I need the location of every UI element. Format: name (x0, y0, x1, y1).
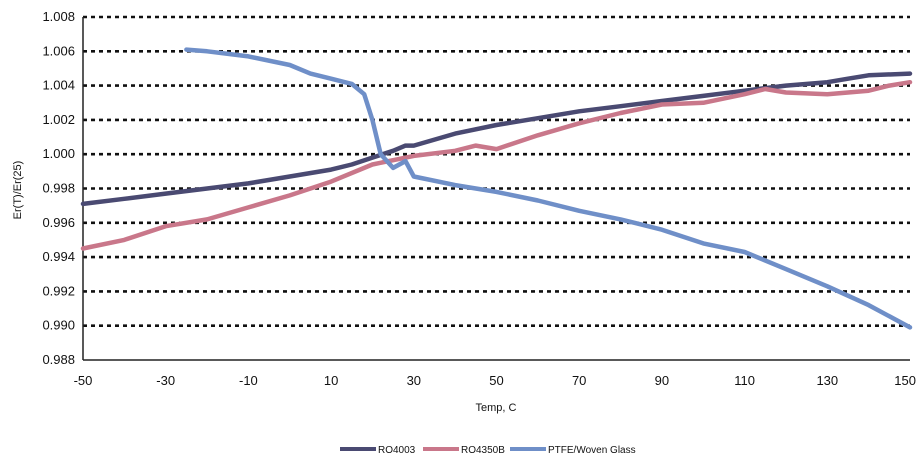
y-tick-label: 1.000 (42, 146, 75, 161)
y-tick-label: 1.002 (42, 112, 75, 127)
legend: RO4003 RO4350B PTFE/Woven Glass (340, 445, 636, 456)
x-tick-label: -10 (239, 373, 258, 388)
series-line-ro4350b (80, 79, 913, 251)
x-tick-label: -30 (156, 373, 175, 388)
x-tick-label: 130 (816, 373, 838, 388)
x-tick-label: 10 (324, 373, 338, 388)
x-tick-label: 90 (655, 373, 669, 388)
y-tick-label: 1.008 (42, 9, 75, 24)
x-tick-label: 150 (894, 373, 916, 388)
x-tick-labels: -50 -30 -10 10 30 50 70 90 110 130 150 (74, 373, 916, 388)
series-lines (80, 47, 913, 330)
y-tick-label: 0.990 (42, 318, 75, 333)
y-tick-label: 0.996 (42, 215, 75, 230)
y-axis-title: Er(T)/Er(25) (12, 161, 24, 220)
series-line-ptfe-woven-glass (184, 47, 913, 330)
y-tick-label: 1.004 (42, 78, 75, 93)
y-tick-label: 1.006 (42, 43, 75, 58)
x-tick-label: 50 (489, 373, 503, 388)
y-tick-labels: 0.988 0.990 0.992 0.994 0.996 0.998 1.000 1.002… (42, 9, 75, 367)
grid-lines (83, 15, 910, 328)
x-tick-label: 30 (407, 373, 421, 388)
x-tick-label: 70 (572, 373, 586, 388)
series-line-ro4003 (80, 71, 913, 207)
y-tick-label: 0.988 (42, 352, 75, 367)
y-tick-label: 0.994 (42, 249, 75, 264)
legend-label: PTFE/Woven Glass (548, 445, 636, 456)
legend-label: RO4350B (461, 445, 505, 456)
y-tick-label: 0.998 (42, 181, 75, 196)
axes (82, 17, 910, 361)
x-axis-title: Temp, C (476, 402, 517, 414)
legend-label: RO4003 (378, 445, 416, 456)
y-tick-label: 0.992 (42, 283, 75, 298)
x-tick-label: -50 (74, 373, 93, 388)
x-tick-label: 110 (734, 373, 755, 388)
